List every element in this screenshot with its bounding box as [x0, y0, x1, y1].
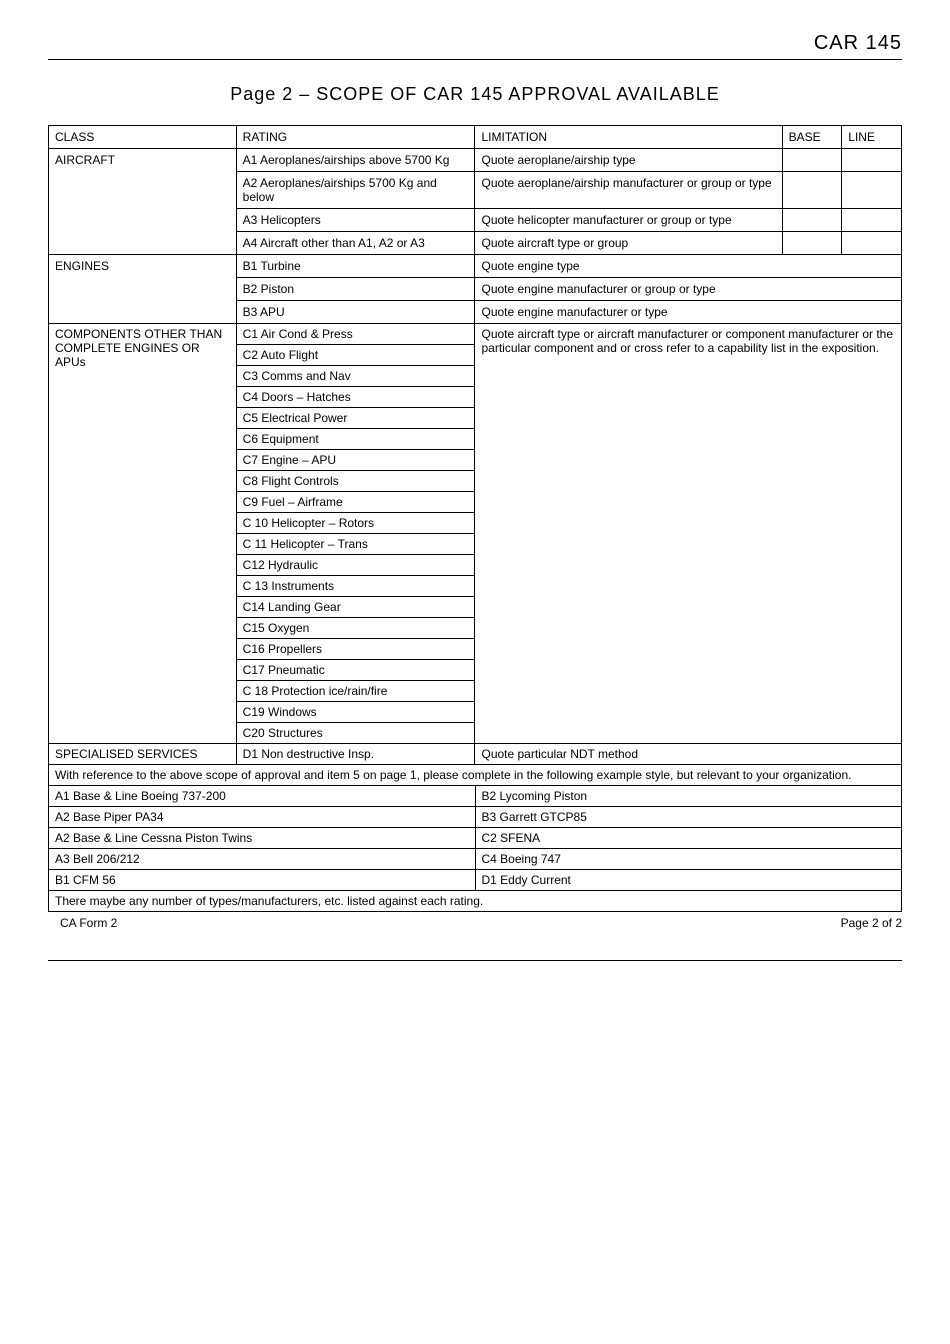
example-left: B1 CFM 56 [49, 870, 476, 891]
components-rating: C 18 Protection ice/rain/fire [236, 681, 475, 702]
note-row: With reference to the above scope of app… [49, 765, 902, 786]
components-rating: C 11 Helicopter – Trans [236, 534, 475, 555]
aircraft-rating-1: A2 Aeroplanes/airships 5700 Kg and below [236, 172, 475, 209]
example-left: A2 Base & Line Cessna Piston Twins [49, 828, 476, 849]
components-rating: C7 Engine – APU [236, 450, 475, 471]
aircraft-limit-2: Quote helicopter manufacturer or group o… [475, 209, 782, 232]
example-left: A3 Bell 206/212 [49, 849, 476, 870]
components-class: COMPONENTS OTHER THAN COMPLETE ENGINES O… [49, 324, 237, 744]
components-rating: C3 Comms and Nav [236, 366, 475, 387]
col-line: LINE [842, 126, 902, 149]
col-class: CLASS [49, 126, 237, 149]
footer: CA Form 2 Page 2 of 2 [48, 914, 902, 932]
components-rating: C1 Air Cond & Press [236, 324, 475, 345]
specialised-class: SPECIALISED SERVICES [49, 744, 237, 765]
header-row: CLASS RATING LIMITATION BASE LINE [49, 126, 902, 149]
page-title: Page 2 – SCOPE OF CAR 145 APPROVAL AVAIL… [48, 84, 902, 105]
example-left: A1 Base & Line Boeing 737-200 [49, 786, 476, 807]
bottom-rule [48, 960, 902, 961]
aircraft-base-3 [782, 232, 842, 255]
closing-table: There maybe any number of types/manufact… [48, 890, 902, 912]
components-row: COMPONENTS OTHER THAN COMPLETE ENGINES O… [49, 324, 902, 345]
components-rating: C8 Flight Controls [236, 471, 475, 492]
components-rating: C9 Fuel – Airframe [236, 492, 475, 513]
closing-row: There maybe any number of types/manufact… [49, 891, 902, 912]
aircraft-limit-0: Quote aeroplane/airship type [475, 149, 782, 172]
specialised-row: SPECIALISED SERVICES D1 Non destructive … [49, 744, 902, 765]
components-rating: C 13 Instruments [236, 576, 475, 597]
aircraft-line-0 [842, 149, 902, 172]
doc-code: CAR 145 [48, 32, 902, 55]
components-rating: C6 Equipment [236, 429, 475, 450]
components-limitation: Quote aircraft type or aircraft manufact… [475, 324, 902, 744]
example-right: C2 SFENA [475, 828, 902, 849]
footer-left: CA Form 2 [48, 914, 475, 932]
components-rating: C4 Doors – Hatches [236, 387, 475, 408]
engines-limit-0: Quote engine type [475, 255, 902, 278]
example-right: B2 Lycoming Piston [475, 786, 902, 807]
example-row: B1 CFM 56D1 Eddy Current [49, 870, 902, 891]
engines-row-0: ENGINES B1 Turbine Quote engine type [49, 255, 902, 278]
aircraft-line-1 [842, 172, 902, 209]
col-base: BASE [782, 126, 842, 149]
components-rating: C17 Pneumatic [236, 660, 475, 681]
example-right: B3 Garrett GTCP85 [475, 807, 902, 828]
lower-table: SPECIALISED SERVICES D1 Non destructive … [48, 743, 902, 786]
col-rating: RATING [236, 126, 475, 149]
example-row: A2 Base Piper PA34B3 Garrett GTCP85 [49, 807, 902, 828]
components-rating: C12 Hydraulic [236, 555, 475, 576]
aircraft-rating-2: A3 Helicopters [236, 209, 475, 232]
components-rating: C16 Propellers [236, 639, 475, 660]
col-limit: LIMITATION [475, 126, 782, 149]
aircraft-base-2 [782, 209, 842, 232]
example-row: A2 Base & Line Cessna Piston TwinsC2 SFE… [49, 828, 902, 849]
footer-right: Page 2 of 2 [475, 914, 902, 932]
example-right: D1 Eddy Current [475, 870, 902, 891]
aircraft-line-2 [842, 209, 902, 232]
engines-limit-2: Quote engine manufacturer or type [475, 301, 902, 324]
example-row: A1 Base & Line Boeing 737-200B2 Lycoming… [49, 786, 902, 807]
aircraft-class: AIRCRAFT [49, 149, 237, 255]
components-rating: C14 Landing Gear [236, 597, 475, 618]
aircraft-limit-1: Quote aeroplane/airship manufacturer or … [475, 172, 782, 209]
components-rating: C15 Oxygen [236, 618, 475, 639]
note-text: With reference to the above scope of app… [49, 765, 902, 786]
components-rating: C 10 Helicopter – Rotors [236, 513, 475, 534]
engines-limit-1: Quote engine manufacturer or group or ty… [475, 278, 902, 301]
aircraft-rating-0: A1 Aeroplanes/airships above 5700 Kg [236, 149, 475, 172]
specialised-rating: D1 Non destructive Insp. [236, 744, 475, 765]
top-rule [48, 59, 902, 60]
aircraft-line-3 [842, 232, 902, 255]
specialised-limit: Quote particular NDT method [475, 744, 902, 765]
aircraft-limit-3: Quote aircraft type or group [475, 232, 782, 255]
engines-rating-0: B1 Turbine [236, 255, 475, 278]
components-rating: C2 Auto Flight [236, 345, 475, 366]
engines-rating-2: B3 APU [236, 301, 475, 324]
aircraft-base-0 [782, 149, 842, 172]
aircraft-base-1 [782, 172, 842, 209]
components-rating: C20 Structures [236, 723, 475, 744]
main-table: CLASS RATING LIMITATION BASE LINE AIRCRA… [48, 125, 902, 324]
components-table: COMPONENTS OTHER THAN COMPLETE ENGINES O… [48, 323, 902, 744]
closing-text: There maybe any number of types/manufact… [49, 891, 902, 912]
engines-class: ENGINES [49, 255, 237, 324]
example-right: C4 Boeing 747 [475, 849, 902, 870]
examples-table: A1 Base & Line Boeing 737-200B2 Lycoming… [48, 785, 902, 891]
aircraft-rating-3: A4 Aircraft other than A1, A2 or A3 [236, 232, 475, 255]
aircraft-row-0: AIRCRAFT A1 Aeroplanes/airships above 57… [49, 149, 902, 172]
example-row: A3 Bell 206/212C4 Boeing 747 [49, 849, 902, 870]
components-rating: C5 Electrical Power [236, 408, 475, 429]
components-rating: C19 Windows [236, 702, 475, 723]
engines-rating-1: B2 Piston [236, 278, 475, 301]
example-left: A2 Base Piper PA34 [49, 807, 476, 828]
